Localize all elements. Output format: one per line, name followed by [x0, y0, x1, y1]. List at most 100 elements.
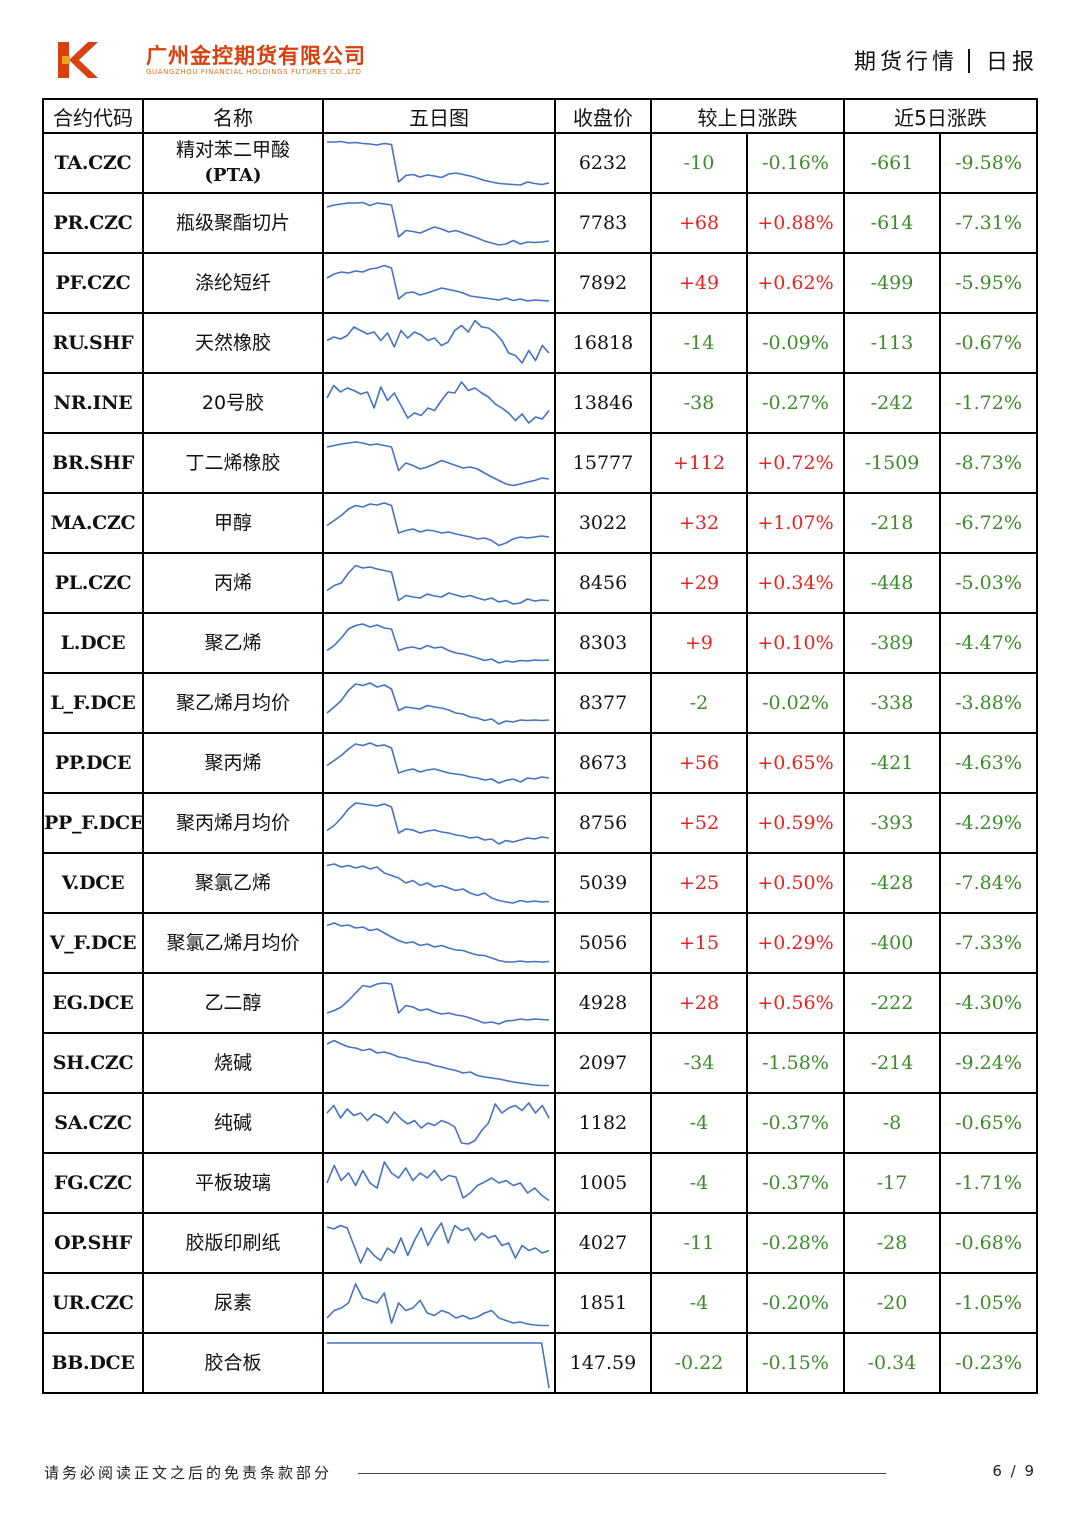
- sparkline-chart: [327, 140, 550, 186]
- daily-change: -38: [650, 372, 748, 434]
- close-price: 13846: [554, 372, 652, 434]
- contract-name-text: 乙二醇: [204, 992, 262, 1014]
- five-day-sparkline: [322, 192, 556, 254]
- report-frequency: 日报: [985, 50, 1038, 75]
- contract-name-text: 丙烯: [213, 572, 252, 594]
- five-day-change-pct: -5.03%: [938, 552, 1039, 614]
- close-price: 7892: [554, 252, 652, 314]
- daily-change-pct: +0.56%: [746, 972, 845, 1034]
- daily-change: -4: [650, 1152, 748, 1214]
- five-day-sparkline: [322, 312, 556, 374]
- daily-change: +32: [650, 492, 748, 554]
- contract-name: 20号胶: [142, 372, 324, 434]
- sparkline-series: [326, 502, 550, 547]
- contract-name: 烧碱: [142, 1032, 324, 1094]
- header-daily-change: 较上日涨跌: [650, 98, 845, 134]
- sparkline-chart: [326, 381, 550, 424]
- contract-code: BB.DCE: [42, 1332, 144, 1394]
- company-name: 广州金控期货有限公司: [146, 44, 366, 68]
- five-day-sparkline: [322, 492, 556, 554]
- contract-name: 聚氯乙烯月均价: [142, 912, 324, 974]
- contract-name: 胶合板: [142, 1332, 324, 1394]
- table-row: PP.DCE 聚丙烯 8673 +56 +0.65% -421 -4.63%: [42, 732, 1039, 794]
- five-day-change-pct: -3.88%: [938, 672, 1039, 734]
- sparkline-chart: [326, 441, 550, 487]
- contract-name: 聚丙烯月均价: [142, 792, 324, 854]
- five-day-sparkline: [322, 852, 556, 914]
- table-header-row: 合约代码 名称 五日图 收盘价 较上日涨跌 近5日涨跌: [42, 98, 1039, 134]
- daily-change: -14: [650, 312, 748, 374]
- close-price: 1005: [554, 1152, 652, 1214]
- table-row: OP.SHF 胶版印刷纸 4027 -11 -0.28% -28 -0.68%: [42, 1212, 1039, 1274]
- sparkline-chart: [326, 564, 550, 605]
- five-day-change-pct: -9.58%: [938, 132, 1039, 194]
- contract-name: 聚氯乙烯: [142, 852, 324, 914]
- five-day-change: -0.34: [843, 1332, 941, 1394]
- contract-code: EG.DCE: [42, 972, 144, 1034]
- five-day-change: -8: [843, 1092, 941, 1154]
- table-row: NR.INE 20号胶 13846 -38 -0.27% -242 -1.72%: [42, 372, 1039, 434]
- five-day-sparkline: [322, 672, 556, 734]
- daily-change-pct: -0.28%: [746, 1212, 845, 1274]
- daily-change: +68: [650, 192, 748, 254]
- disclaimer-text: 请务必阅读正文之后的免责条款部分: [44, 1464, 333, 1482]
- header-five-day-change: 近5日涨跌: [842, 98, 1039, 134]
- five-day-change-pct: -7.31%: [938, 192, 1039, 254]
- close-price: 147.59: [554, 1332, 652, 1394]
- contract-name: 精对苯二甲酸 (PTA): [142, 132, 324, 194]
- contract-name: 尿素: [142, 1272, 324, 1334]
- five-day-change: -113: [843, 312, 941, 374]
- contract-name: 丁二烯橡胶: [142, 432, 324, 494]
- sparkline-chart: [326, 863, 550, 904]
- five-day-sparkline: [322, 552, 556, 614]
- contract-code: MA.CZC: [42, 492, 144, 554]
- daily-change-pct: -1.58%: [746, 1032, 845, 1094]
- five-day-change-pct: -5.95%: [938, 252, 1039, 314]
- five-day-change-pct: -0.23%: [938, 1332, 1039, 1394]
- five-day-change-pct: -4.47%: [938, 612, 1039, 674]
- daily-change: -0.22: [650, 1332, 748, 1394]
- five-day-change: -1509: [843, 432, 941, 494]
- daily-change-pct: -0.37%: [746, 1152, 845, 1214]
- daily-change-pct: +0.50%: [746, 852, 845, 914]
- contract-name: 胶版印刷纸: [142, 1212, 324, 1274]
- daily-change-pct: -0.27%: [746, 372, 845, 434]
- contract-name: 甲醇: [142, 492, 324, 554]
- contract-name: 纯碱: [142, 1092, 324, 1154]
- sparkline-series: [326, 1039, 549, 1087]
- contract-name-text: 精对苯二甲酸: [175, 139, 290, 161]
- five-day-change-pct: -4.63%: [938, 732, 1039, 794]
- table-row: PR.CZC 瓶级聚酯切片 7783 +68 +0.88% -614 -7.31%: [42, 192, 1039, 254]
- close-price: 8673: [554, 732, 652, 794]
- futures-quote-table: 合约代码 名称 五日图 收盘价 较上日涨跌 近5日涨跌 TA.CZC 精对苯二甲酸…: [42, 98, 1039, 1394]
- five-day-sparkline: [322, 792, 556, 854]
- five-day-change: -222: [843, 972, 941, 1034]
- close-price: 1182: [554, 1092, 652, 1154]
- five-day-change: -428: [843, 852, 941, 914]
- sparkline-series: [326, 201, 550, 246]
- contract-name-text: 涤纶短纤: [194, 272, 271, 294]
- five-day-change-pct: -1.71%: [938, 1152, 1039, 1214]
- sparkline-chart: [326, 1102, 550, 1145]
- table-row: SA.CZC 纯碱 1182 -4 -0.37% -8 -0.65%: [42, 1092, 1039, 1154]
- sparkline-series: [326, 623, 550, 664]
- contract-name: 聚乙烯月均价: [142, 672, 324, 734]
- sparkline-series: [326, 441, 550, 487]
- five-day-change: -214: [843, 1032, 941, 1094]
- contract-name-text: 聚氯乙烯: [194, 872, 271, 894]
- contract-name: 丙烯: [142, 552, 324, 614]
- sparkline-series: [326, 742, 550, 784]
- five-day-change: -242: [843, 372, 941, 434]
- daily-change-pct: +1.07%: [746, 492, 845, 554]
- five-day-change-pct: -0.65%: [938, 1092, 1039, 1154]
- table-row: MA.CZC 甲醇 3022 +32 +1.07% -218 -6.72%: [42, 492, 1039, 554]
- daily-change-pct: +0.34%: [746, 552, 845, 614]
- five-day-change: -393: [843, 792, 941, 854]
- table-row: SH.CZC 烧碱 2097 -34 -1.58% -214 -9.24%: [42, 1032, 1039, 1094]
- sparkline-chart: [326, 201, 550, 246]
- page-footer: 请务必阅读正文之后的免责条款部分 6 / 9: [44, 1462, 1038, 1486]
- company-logo-icon: [58, 42, 98, 78]
- contract-code: PP.DCE: [42, 732, 144, 794]
- close-price: 3022: [554, 492, 652, 554]
- contract-name-text: 瓶级聚酯切片: [175, 212, 290, 234]
